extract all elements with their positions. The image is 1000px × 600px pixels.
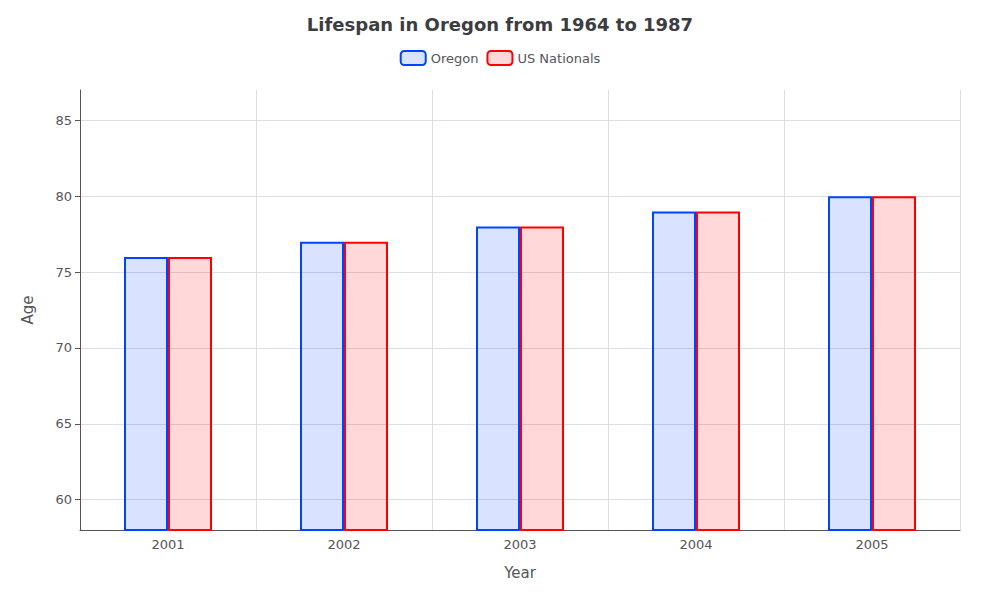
svg-text:70: 70 [55, 340, 72, 355]
svg-text:US Nationals: US Nationals [517, 51, 600, 66]
svg-text:Year: Year [503, 564, 537, 582]
svg-text:85: 85 [55, 113, 72, 128]
svg-text:Oregon: Oregon [431, 51, 479, 66]
svg-text:2003: 2003 [503, 537, 536, 552]
svg-text:2001: 2001 [151, 537, 184, 552]
svg-text:65: 65 [55, 416, 72, 431]
svg-text:80: 80 [55, 189, 72, 204]
svg-text:Age: Age [19, 295, 37, 324]
svg-text:2005: 2005 [855, 537, 888, 552]
svg-text:75: 75 [55, 265, 72, 280]
svg-text:2002: 2002 [327, 537, 360, 552]
svg-text:Lifespan in Oregon from 1964 t: Lifespan in Oregon from 1964 to 1987 [307, 14, 693, 35]
svg-text:60: 60 [55, 492, 72, 507]
svg-text:2004: 2004 [679, 537, 712, 552]
